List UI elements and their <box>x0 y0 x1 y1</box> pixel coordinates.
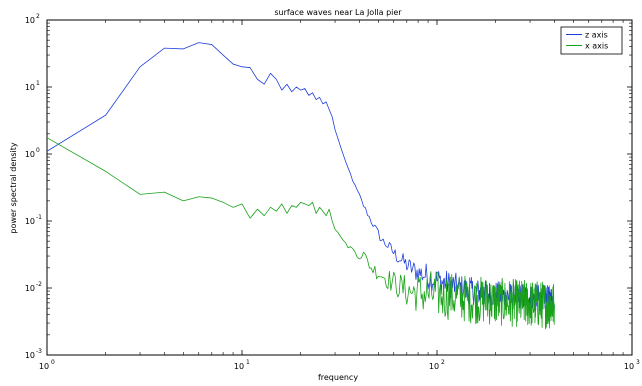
x-tick-exponent: 1 <box>246 359 250 366</box>
x-tick-label: 10 <box>429 362 439 371</box>
x-tick-label: 10 <box>234 362 244 371</box>
series-layer <box>47 42 555 330</box>
plot-frame <box>46 19 633 356</box>
x-tick-exponent: 0 <box>51 359 55 366</box>
plot-area: 10 0 10 1 10 2 10 310 -310 -210 -110 010 110 2 <box>25 13 640 371</box>
y-axis-label: power spectral density <box>9 142 18 234</box>
chart-title: surface waves near La Jolla pier <box>274 8 402 17</box>
legend-box <box>560 26 623 55</box>
y-tick-label: 10 <box>25 16 35 25</box>
y-tick-label: 10 <box>25 150 35 159</box>
y-tick-exponent: 1 <box>36 80 40 87</box>
y-tick-exponent: -2 <box>36 281 42 288</box>
y-tick-label: 10 <box>25 351 35 360</box>
y-tick-label: 10 <box>25 284 35 293</box>
x-tick-exponent: 3 <box>636 359 640 366</box>
y-tick-label: 10 <box>25 217 35 226</box>
legend-label-x-axis: x axis <box>585 42 608 51</box>
y-tick-exponent: -1 <box>36 214 42 221</box>
x-axis-label: frequency <box>318 373 358 382</box>
x-tick-label: 10 <box>624 362 634 371</box>
y-tick-exponent: 0 <box>36 147 40 154</box>
series-line-x-axis <box>47 137 555 330</box>
x-tick-exponent: 2 <box>441 359 445 366</box>
y-tick-label: 10 <box>25 83 35 92</box>
y-tick-exponent: -3 <box>36 348 42 355</box>
x-tick-label: 10 <box>39 362 49 371</box>
legend-label-z-axis: z axis <box>585 31 608 40</box>
tick-layer: 10 0 10 1 10 2 10 310 -310 -210 -110 010 110 2 <box>25 13 640 371</box>
y-tick-exponent: 2 <box>36 13 40 20</box>
legend: z axis x axis <box>560 26 623 55</box>
